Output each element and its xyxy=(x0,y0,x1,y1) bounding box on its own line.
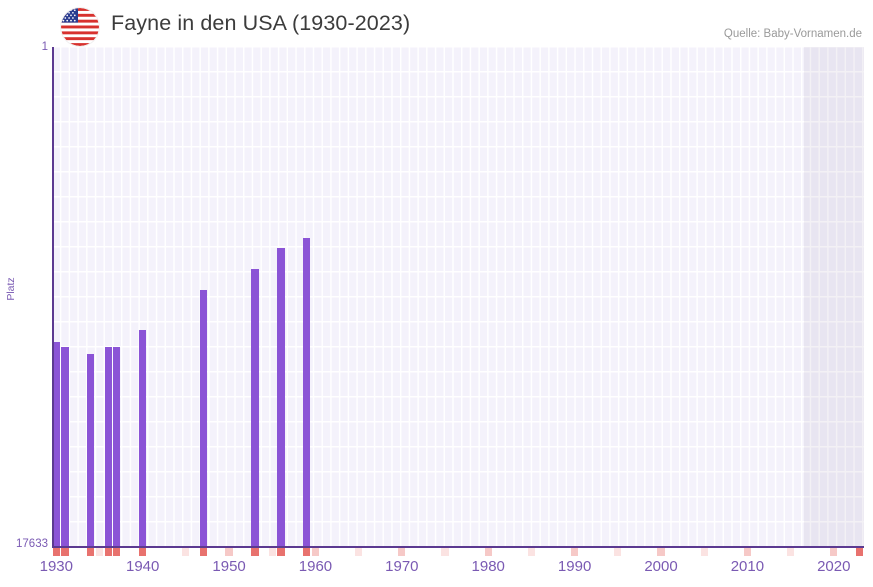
bar-1934[interactable] xyxy=(87,353,95,547)
x-axis-label-1980: 1980 xyxy=(471,558,505,575)
x-tick-1936 xyxy=(104,548,112,556)
bar-1930[interactable] xyxy=(52,342,60,547)
bar-1953[interactable] xyxy=(251,269,259,547)
x-axis-label-1950: 1950 xyxy=(212,558,246,575)
x-tick-1935 xyxy=(95,548,104,556)
x-tick-1937 xyxy=(113,548,121,556)
y-axis-line xyxy=(52,47,54,547)
chart-header: Fayne in den USA (1930-2023) Quelle: Bab… xyxy=(0,0,873,46)
x-axis-label-1930: 1930 xyxy=(39,558,73,575)
x-axis-label-2010: 2010 xyxy=(730,558,765,575)
x-axis-label-1940: 1940 xyxy=(126,558,160,575)
y-tick-label-top: 1 xyxy=(41,41,48,53)
x-tick-2020 xyxy=(830,548,838,556)
x-tick-2000 xyxy=(657,548,665,556)
bar-1936[interactable] xyxy=(104,347,112,547)
x-axis-label-2000: 2000 xyxy=(644,558,678,575)
bar-1959[interactable] xyxy=(303,238,311,547)
bar-1947[interactable] xyxy=(199,290,207,547)
x-tick-1959 xyxy=(303,548,311,556)
bar-series xyxy=(52,47,864,547)
x-tick-1960 xyxy=(311,548,320,556)
bar-1956[interactable] xyxy=(277,248,285,547)
plot-area xyxy=(52,47,864,547)
y-tick-label-bottom: 17633 xyxy=(16,538,48,550)
x-tick-2005 xyxy=(700,548,708,556)
us-flag-icon xyxy=(61,8,99,46)
x-tick-1955 xyxy=(268,548,276,556)
x-tick-1931 xyxy=(61,548,69,556)
x-tick-1930 xyxy=(52,548,60,556)
grid-lines xyxy=(52,47,864,547)
source-attribution: Quelle: Baby-Vornamen.de xyxy=(723,28,862,40)
x-axis-ticks xyxy=(52,548,864,556)
x-tick-1956 xyxy=(277,548,285,556)
x-axis-labels: 1930 1940 1950 1960 1970 1980 1990 2000 2010 2020 xyxy=(40,558,864,584)
bar-1937[interactable] xyxy=(113,347,121,547)
x-tick-1940 xyxy=(139,548,147,556)
bar-1931[interactable] xyxy=(61,347,69,547)
x-tick-2023 xyxy=(856,548,864,556)
x-tick-1947 xyxy=(199,548,207,556)
x-tick-1975 xyxy=(441,548,449,556)
y-axis-title: Platz xyxy=(5,277,17,301)
x-tick-1934 xyxy=(87,548,95,556)
x-tick-2015 xyxy=(786,548,795,556)
x-tick-1995 xyxy=(614,548,622,556)
x-tick-1990 xyxy=(571,548,579,556)
x-tick-2010 xyxy=(743,548,751,556)
x-tick-1965 xyxy=(355,548,363,556)
page-title: Fayne in den USA (1930-2023) xyxy=(111,11,411,35)
x-tick-1985 xyxy=(527,548,535,556)
x-axis-label-1970: 1970 xyxy=(385,558,419,575)
x-tick-1970 xyxy=(398,548,406,556)
x-tick-1980 xyxy=(484,548,492,556)
x-axis-label-1960: 1960 xyxy=(298,558,333,575)
x-tick-1950 xyxy=(225,548,233,556)
shaded-region xyxy=(803,47,864,547)
x-axis-line xyxy=(52,546,864,548)
x-axis-label-2020: 2020 xyxy=(817,558,851,575)
x-axis-label-1990: 1990 xyxy=(557,558,592,575)
bar-1940[interactable] xyxy=(139,329,147,547)
x-tick-1945 xyxy=(182,548,190,556)
x-tick-1953 xyxy=(251,548,259,556)
